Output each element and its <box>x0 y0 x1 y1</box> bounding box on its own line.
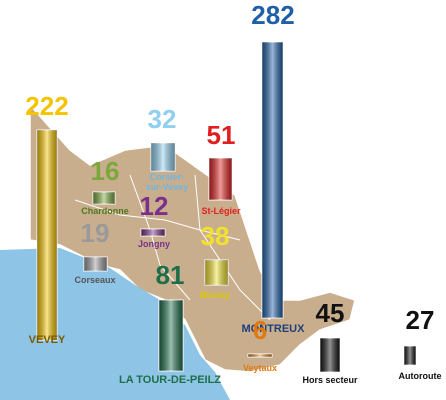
place-name: Hors secteur <box>302 375 358 385</box>
bar-shine <box>320 338 340 372</box>
bar-shine <box>205 260 228 285</box>
bar-shine <box>159 300 183 371</box>
bar-shine <box>141 229 165 236</box>
place-value: 51 <box>207 120 236 150</box>
place-value: 6 <box>253 315 267 345</box>
place-name: St-Légier <box>201 206 241 216</box>
place-value: 32 <box>148 104 177 134</box>
place-name: Autoroute <box>399 371 442 381</box>
bar-shine <box>248 354 272 357</box>
place-value: 81 <box>156 260 185 290</box>
bar-shine <box>151 143 175 171</box>
place-name: Blonay <box>200 290 230 300</box>
border <box>129 174 191 301</box>
place-value: 45 <box>316 298 345 328</box>
place-value: 222 <box>25 91 68 121</box>
place-value: 282 <box>251 0 294 30</box>
border <box>74 199 241 241</box>
place-value: 19 <box>81 218 110 248</box>
bar-shine <box>262 42 283 318</box>
place-name: LA TOUR-DE-PEILZ <box>119 374 221 386</box>
place-name: Chardonne <box>81 206 129 216</box>
place-name: Jongny <box>138 239 170 249</box>
bar-shine <box>37 130 57 340</box>
place-value: 38 <box>201 221 230 251</box>
bar-shine <box>209 158 232 200</box>
place-value: 12 <box>140 191 169 221</box>
bar-shine <box>404 346 416 365</box>
place-name: Veytaux <box>243 363 277 373</box>
bar-shine <box>93 192 115 204</box>
place-value: 16 <box>91 156 120 186</box>
bar-shine <box>84 257 107 271</box>
place-name: Corsier-sur-Vevey <box>146 172 189 192</box>
place-name: Corseaux <box>74 275 115 285</box>
place-name: VEVEY <box>29 334 66 346</box>
place-value: 27 <box>406 305 435 335</box>
place-name: MONTREUX <box>242 323 306 335</box>
